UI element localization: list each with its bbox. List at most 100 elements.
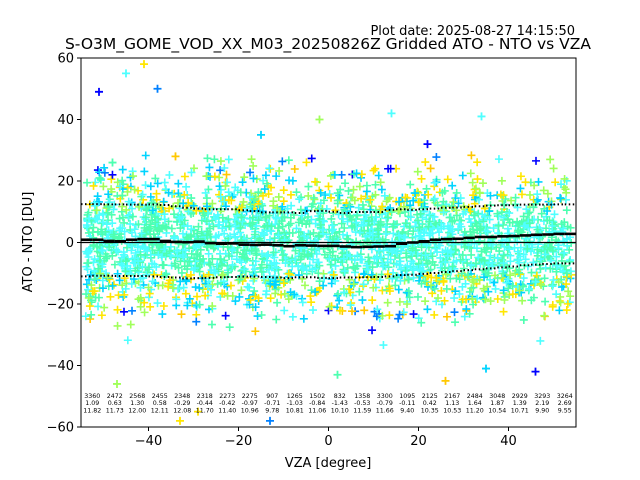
scatter-point (129, 172, 138, 181)
scatter-point (504, 274, 513, 283)
scatter-point (104, 216, 113, 225)
scatter-point (109, 232, 118, 241)
scatter-point (92, 214, 101, 223)
scatter-point (298, 298, 307, 307)
bin-std: 11.70 (196, 408, 214, 415)
scatter-point (451, 318, 460, 327)
scatter-point (218, 270, 227, 279)
scatter-point (319, 216, 328, 225)
scatter-point (426, 211, 435, 220)
bin-mean: 2.69 (558, 400, 572, 407)
scatter-point (97, 246, 106, 255)
scatter-point (201, 291, 210, 300)
scatter-point (193, 250, 202, 259)
scatter-point (466, 218, 475, 227)
scatter-point (101, 227, 110, 236)
bin-std: 11.40 (218, 408, 236, 415)
scatter-point (371, 180, 380, 189)
scatter-point (371, 206, 380, 215)
scatter-point (205, 224, 214, 233)
scatter-point (519, 315, 528, 324)
scatter-point (477, 247, 486, 256)
scatter-point (374, 258, 383, 267)
scatter-point (421, 158, 430, 167)
scatter-point (108, 219, 117, 228)
scatter-point (250, 287, 259, 296)
scatter-point (425, 231, 434, 240)
scatter-point (277, 217, 286, 226)
scatter-point (360, 306, 369, 315)
scatter-point (122, 205, 131, 214)
scatter-point (563, 299, 572, 308)
scatter-point (103, 252, 112, 261)
scatter-point (516, 243, 525, 252)
scatter-point (473, 175, 482, 184)
scatter-point (508, 290, 517, 299)
scatter-point (286, 219, 295, 228)
scatter-point (330, 170, 339, 179)
scatter-point (461, 279, 470, 288)
bin-count: 1265 (287, 393, 303, 400)
scatter-point (224, 155, 233, 164)
scatter-point (279, 197, 288, 206)
scatter-point (292, 224, 301, 233)
scatter-point (399, 308, 408, 317)
scatter-point (100, 163, 109, 172)
scatter-point (136, 302, 145, 311)
scatter-point (185, 294, 194, 303)
scatter-point (467, 151, 476, 160)
scatter-point (562, 206, 571, 215)
scatter-point (120, 307, 129, 316)
scatter-point (355, 287, 364, 296)
scatter-point (366, 195, 375, 204)
scatter-point (280, 306, 289, 315)
bin-mean: 0.63 (108, 400, 122, 407)
scatter-point (376, 220, 385, 229)
scatter-point (128, 212, 137, 221)
scatter-point (267, 183, 276, 192)
scatter-point (383, 298, 392, 307)
scatter-point (181, 275, 190, 284)
scatter-point (474, 209, 483, 218)
scatter-point (417, 243, 426, 252)
scatter-point (138, 190, 147, 199)
scatter-point (466, 169, 475, 178)
scatter-point (499, 269, 508, 278)
scatter-point (318, 225, 327, 234)
scatter-point (327, 193, 336, 202)
scatter-point (190, 264, 199, 273)
scatter-point (144, 283, 153, 292)
scatter-point (110, 260, 119, 269)
scatter-point (284, 221, 293, 230)
scatter-point (194, 222, 203, 231)
scatter-point (533, 190, 542, 199)
scatter-point (160, 178, 169, 187)
scatter-point (238, 178, 247, 187)
scatter-point (280, 289, 289, 298)
scatter-point (146, 302, 155, 311)
scatter-point (490, 271, 499, 280)
scatter-point (486, 191, 495, 200)
scatter-point (451, 287, 460, 296)
scatter-point (201, 233, 210, 242)
scatter-point (448, 181, 457, 190)
scatter-point (222, 170, 231, 179)
scatter-point (266, 279, 275, 288)
scatter-point (253, 312, 262, 321)
scatter-point (297, 211, 306, 220)
scatter-point (525, 219, 534, 228)
scatter-point (355, 182, 364, 191)
scatter-point (162, 223, 171, 232)
scatter-point (210, 172, 219, 181)
scatter-point (237, 286, 246, 295)
scatter-point (150, 270, 159, 279)
scatter-point (409, 310, 418, 319)
scatter-point (176, 224, 185, 233)
scatter-point (211, 215, 220, 224)
scatter-point (299, 314, 308, 323)
scatter-point (385, 311, 394, 320)
scatter-point (486, 297, 495, 306)
scatter-point (195, 267, 204, 276)
scatter-point (270, 280, 279, 289)
scatter-point (269, 248, 278, 257)
